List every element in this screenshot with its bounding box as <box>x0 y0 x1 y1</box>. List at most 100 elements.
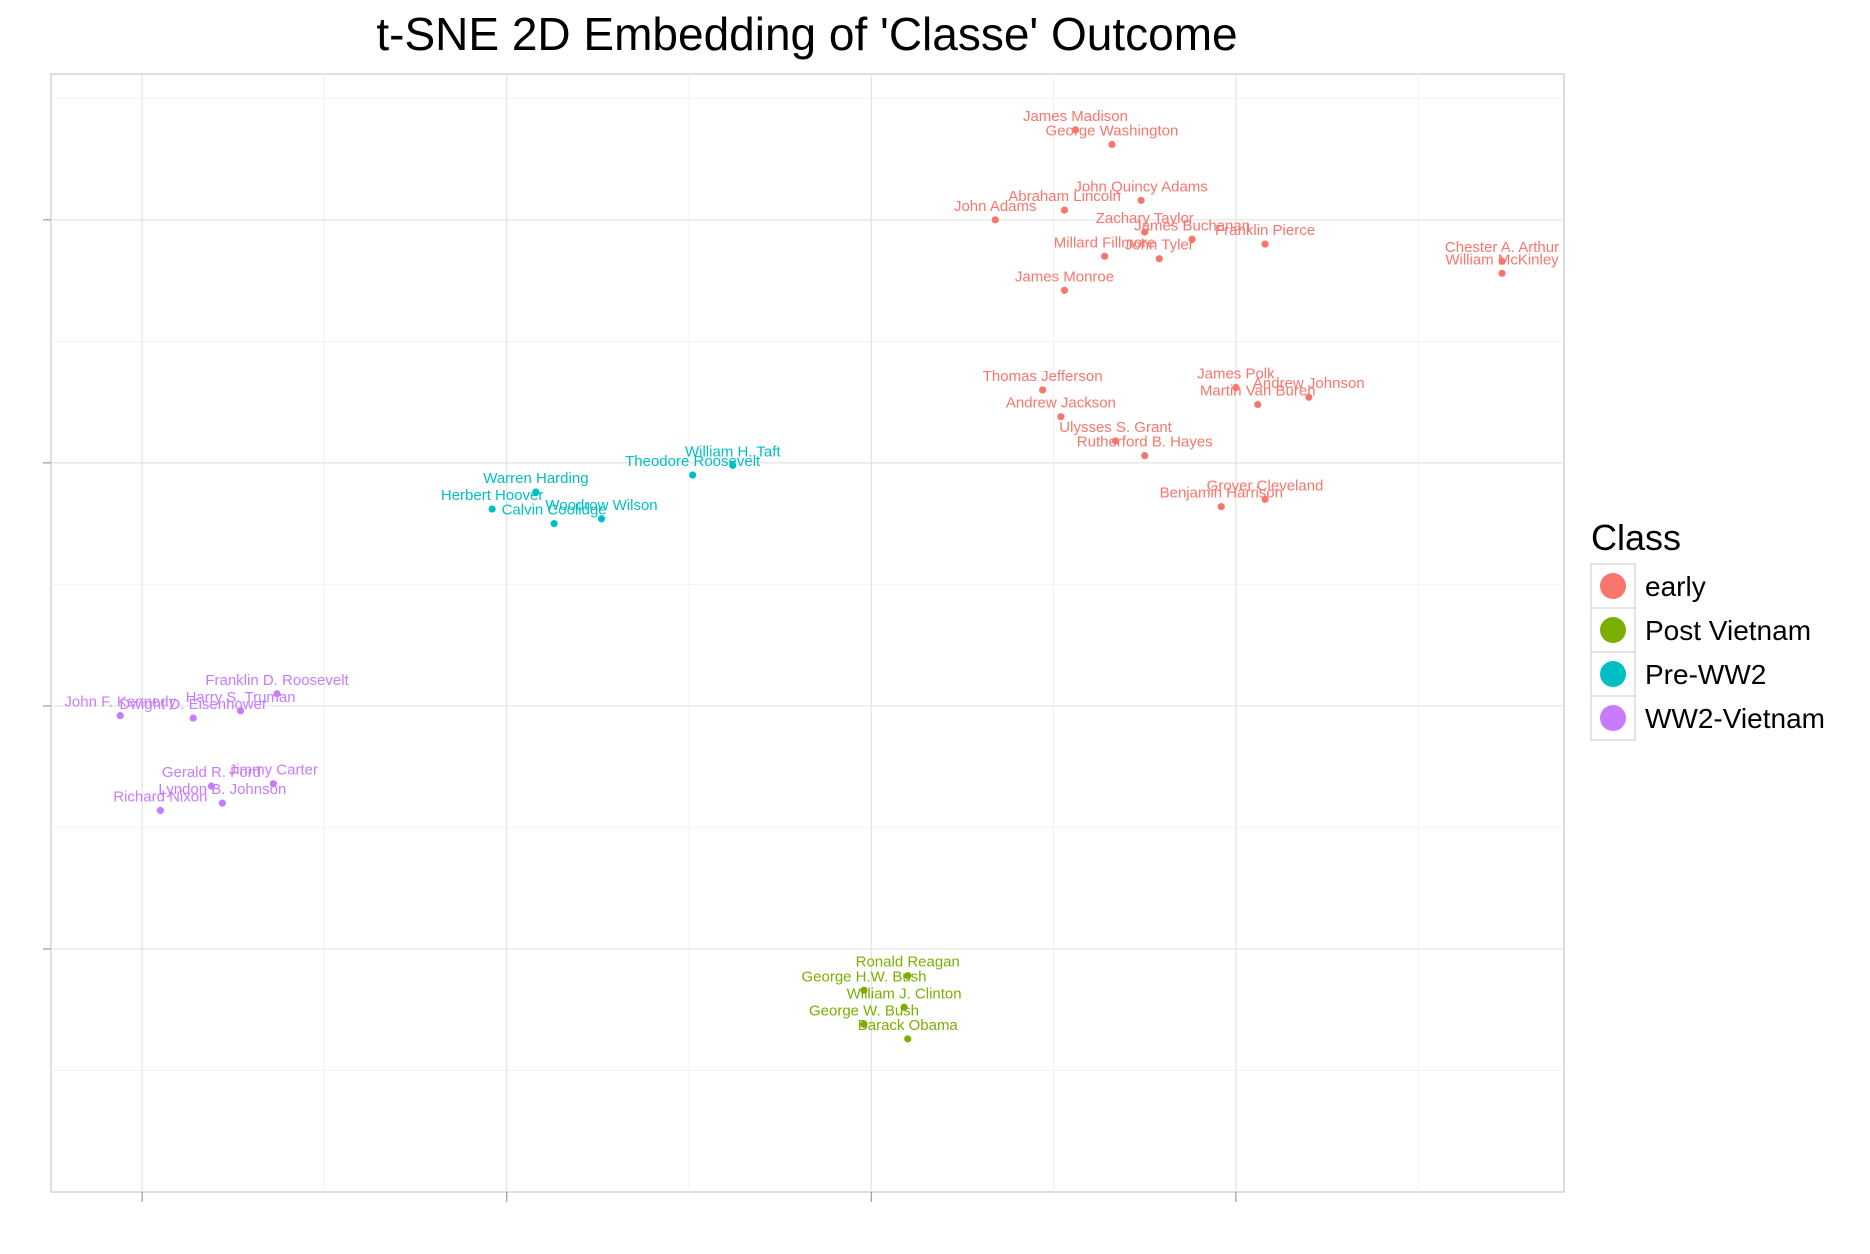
point-label: John Tyler <box>1125 237 1194 254</box>
data-point <box>1155 255 1163 263</box>
data-point <box>156 806 164 815</box>
data-point <box>1232 383 1240 392</box>
point-label: William J. Clinton <box>847 985 962 1002</box>
data-points <box>116 126 1506 1043</box>
data-point <box>1261 240 1269 248</box>
data-point <box>1060 286 1069 294</box>
point-label: James Monroe <box>1015 268 1114 285</box>
data-point <box>729 461 737 469</box>
point-label: James Polk <box>1197 366 1275 383</box>
data-point <box>1261 495 1269 503</box>
data-point <box>488 505 496 513</box>
point-label: Lyndon B. Johnson <box>158 781 286 798</box>
data-point <box>116 712 124 720</box>
data-point <box>218 799 226 807</box>
legend-label: WW2-Vietnam <box>1645 703 1825 734</box>
data-point <box>991 216 999 224</box>
legend-title: Class <box>1591 517 1681 558</box>
legend-label: Post Vietnam <box>1645 615 1811 646</box>
data-point <box>236 707 245 715</box>
data-point <box>860 986 868 994</box>
point-label: Gerald R. Ford <box>162 764 261 781</box>
point-label: George Washington <box>1045 122 1178 139</box>
data-point <box>1057 413 1065 421</box>
point-label: Chester A. Arthur <box>1445 239 1559 256</box>
data-point <box>1111 437 1120 445</box>
point-label: Grover Cleveland <box>1207 477 1324 494</box>
legend-swatch <box>1600 661 1626 687</box>
point-label: Woodrow Wilson <box>545 497 657 514</box>
data-point <box>269 780 277 788</box>
data-point <box>1108 140 1116 149</box>
legend-swatch <box>1600 705 1626 731</box>
data-point <box>189 714 197 722</box>
legend: Class early Post Vietnam Pre-WW2 WW2-Vietna… <box>1590 517 1825 741</box>
data-point <box>1498 269 1506 277</box>
data-point <box>1141 228 1149 236</box>
point-label: Martin Van Buren <box>1200 383 1316 400</box>
point-label: Millard Fillmore <box>1054 234 1156 251</box>
point-label: Theodore Roosevelt <box>625 453 761 470</box>
point-label: Barack Obama <box>858 1017 959 1034</box>
point-label: Herbert Hoover <box>441 487 544 504</box>
data-point <box>904 1035 912 1043</box>
data-point <box>207 782 216 790</box>
point-label: Jimmy Carter <box>229 762 318 779</box>
data-point <box>1071 126 1080 134</box>
data-point <box>1188 235 1196 243</box>
point-label: George H.W. Bush <box>801 968 926 985</box>
axis-ticks <box>43 219 1237 1202</box>
point-label: Andrew Jackson <box>1006 395 1116 412</box>
point-label: Franklin D. Roosevelt <box>205 672 349 689</box>
point-label: Andrew Johnson <box>1253 375 1365 392</box>
point-label: John Adams <box>954 198 1037 215</box>
point-label: George W. Bush <box>809 1002 919 1019</box>
data-point <box>904 972 912 980</box>
point-label: Warren Harding <box>483 470 588 487</box>
point-label: Zachary Taylor <box>1096 210 1194 227</box>
data-point <box>689 471 697 479</box>
plot-panel <box>50 73 1565 1193</box>
legend-label: Pre-WW2 <box>1645 659 1766 690</box>
point-label: John Quincy Adams <box>1074 178 1207 195</box>
data-point <box>1305 393 1313 401</box>
point-label: Rutherford B. Hayes <box>1077 434 1213 451</box>
point-label: Benjamin Harrison <box>1160 485 1283 502</box>
data-point <box>1039 386 1047 394</box>
legend-swatch <box>1600 573 1626 599</box>
point-label: Richard Nixon <box>113 788 207 805</box>
data-point <box>860 1020 868 1028</box>
point-label: Franklin Pierce <box>1215 222 1315 239</box>
legend-key <box>1590 651 1636 697</box>
point-label: Ulysses S. Grant <box>1059 419 1172 436</box>
data-point <box>1498 257 1506 265</box>
point-label: John F. Kennedy <box>64 694 176 711</box>
point-label: William H. Taft <box>685 443 781 460</box>
point-label: Abraham Lincoln <box>1008 188 1121 205</box>
point-label: James Buchanan <box>1134 217 1250 234</box>
point-label: James Madison <box>1023 108 1128 125</box>
data-point <box>1217 503 1225 511</box>
point-label: Harry S. Truman <box>186 689 296 706</box>
data-point <box>550 520 558 528</box>
chart-title: t-SNE 2D Embedding of 'Classe' Outcome <box>376 8 1237 60</box>
point-label: Dwight D. Eisenhower <box>119 696 267 713</box>
point-label: William McKinley <box>1445 251 1559 268</box>
data-point <box>532 488 540 496</box>
legend-label: early <box>1645 571 1706 602</box>
data-point <box>273 690 281 698</box>
data-point <box>1060 206 1069 214</box>
data-point <box>900 1003 908 1011</box>
grid-lines <box>51 74 1564 1192</box>
point-label: Thomas Jefferson <box>983 368 1103 385</box>
data-point <box>1137 196 1145 204</box>
point-label: Ronald Reagan <box>856 954 960 971</box>
point-label: Calvin Coolidge <box>502 502 607 519</box>
data-point <box>1254 400 1262 409</box>
data-point <box>597 515 606 523</box>
data-point <box>1141 451 1149 460</box>
legend-swatch <box>1600 617 1626 643</box>
